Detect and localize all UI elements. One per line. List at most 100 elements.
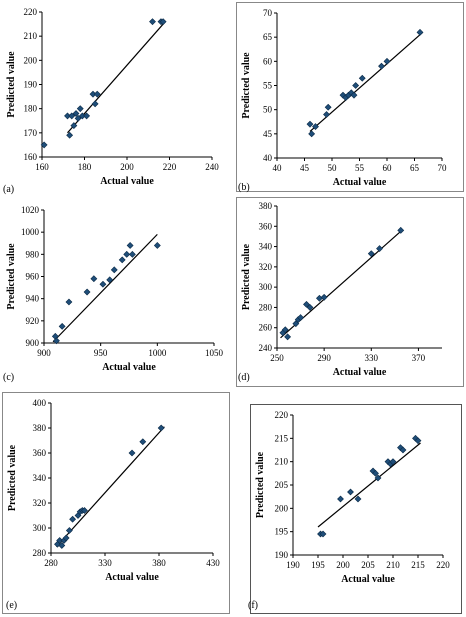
x-axis-title-a: Actual value: [100, 176, 154, 187]
x-axis-title-b: Actual value: [333, 177, 387, 188]
y-axis-title-d: Predicted value: [241, 243, 252, 310]
y-tick-label-b: 60: [263, 56, 273, 66]
data-point-b: [323, 111, 330, 118]
x-tick-label-a: 200: [120, 162, 134, 172]
y-tick-label-b: 45: [263, 129, 273, 139]
data-point-c: [53, 337, 60, 345]
y-tick-label-d: 380: [259, 201, 273, 211]
x-tick-label-b: 70: [438, 163, 448, 173]
y-tick-label-c: 1020: [21, 205, 40, 215]
data-point-a: [83, 112, 91, 120]
x-tick-label-b: 45: [300, 163, 310, 173]
scatter-chart-c: 900 950 1000 1050 900 920 940 960 980 1000 1020 Act…: [6, 205, 224, 373]
y-axis-title-f: Predicted value: [255, 451, 266, 518]
chart-panel-f: 190 195 200 205 210 215 220 190 195 200 205 210 215 2…: [250, 404, 462, 614]
data-point-d: [281, 326, 289, 334]
data-point-b: [312, 123, 319, 131]
data-point-f: [337, 495, 344, 503]
scatter-chart-e: 280 330 380 430 280 300 320 340 360 380 400 Actual …: [7, 398, 220, 583]
data-point-f: [319, 530, 327, 538]
x-tick-label-c: 1050: [205, 348, 224, 358]
data-point-a: [149, 18, 156, 26]
y-tick-label-d: 360: [259, 221, 273, 231]
x-tick-label-c: 1000: [148, 348, 167, 358]
data-point-c: [106, 276, 114, 284]
y-tick-label-a: 220: [24, 7, 38, 17]
x-tick-label-e: 380: [152, 558, 166, 568]
y-tick-label-e: 400: [33, 398, 47, 408]
y-tick-label-c: 980: [26, 249, 40, 259]
data-point-c: [65, 298, 73, 306]
y-tick-label-a: 170: [24, 128, 38, 138]
y-tick-label-f: 200: [275, 503, 289, 513]
y-tick-label-c: 960: [26, 272, 40, 282]
data-point-a: [93, 90, 101, 98]
scatter-chart-f: 190 195 200 205 210 215 220 190 195 200 205 210 215 2…: [255, 410, 450, 585]
data-point-c: [118, 256, 126, 264]
panel-label-a: (a): [3, 184, 15, 195]
data-point-f: [372, 469, 379, 477]
data-point-a: [40, 141, 48, 149]
data-point-d: [297, 314, 304, 321]
y-tick-label-e: 380: [33, 423, 47, 433]
x-tick-label-a: 240: [205, 162, 219, 172]
data-point-f: [389, 458, 397, 466]
y-tick-label-f: 215: [275, 433, 289, 443]
data-point-b: [378, 62, 385, 70]
y-tick-label-a: 190: [24, 80, 38, 90]
x-tick-label-b: 65: [410, 163, 420, 173]
data-point-e: [81, 507, 88, 514]
data-point-d: [303, 300, 310, 308]
panel-label-c: (c): [3, 372, 15, 383]
data-point-e: [139, 438, 147, 446]
data-point-d: [284, 333, 292, 341]
panel-label-d: (d): [238, 372, 250, 383]
y-tick-label-d: 320: [259, 262, 273, 272]
data-point-a: [68, 112, 76, 120]
y-tick-label-c: 1000: [21, 227, 40, 237]
x-tick-label-c: 950: [94, 348, 108, 358]
x-tick-label-a: 160: [35, 162, 49, 172]
data-point-a: [76, 105, 84, 113]
data-point-b: [352, 82, 360, 89]
x-tick-label-e: 430: [206, 558, 220, 568]
x-tick-label-f: 195: [311, 560, 325, 570]
data-point-b: [383, 57, 391, 65]
data-point-b: [324, 103, 332, 111]
y-tick-label-a: 160: [24, 152, 38, 162]
y-axis-title-e: Predicted value: [7, 444, 18, 511]
y-tick-label-c: 940: [26, 294, 40, 304]
data-point-a: [66, 131, 74, 139]
x-tick-label-b: 60: [383, 163, 393, 173]
data-point-c: [99, 280, 107, 288]
data-point-b: [416, 28, 424, 36]
data-point-a: [91, 100, 99, 108]
data-point-c: [153, 242, 161, 249]
x-tick-label-d: 330: [365, 353, 379, 363]
y-tick-label-b: 50: [263, 105, 273, 115]
y-tick-label-f: 190: [275, 550, 289, 560]
y-tick-label-c: 920: [26, 316, 40, 326]
y-tick-label-f: 195: [275, 527, 289, 537]
y-tick-label-e: 300: [33, 523, 47, 533]
data-point-f: [374, 474, 382, 482]
y-tick-label-d: 300: [259, 282, 273, 292]
data-point-e: [128, 449, 136, 457]
data-point-c: [90, 275, 98, 283]
scatter-chart-d: 250 290 330 370 240 260 280 300 320 340 360 380 Actu…: [241, 201, 442, 378]
y-tick-label-c: 900: [26, 338, 40, 348]
data-point-f: [354, 495, 362, 503]
x-tick-label-b: 50: [328, 163, 338, 173]
data-point-c: [83, 288, 91, 296]
data-point-c: [128, 250, 136, 258]
x-tick-label-f: 210: [386, 560, 400, 570]
x-tick-label-c: 900: [37, 348, 51, 358]
data-point-a: [74, 114, 82, 122]
data-point-c: [123, 250, 131, 258]
data-point-d: [397, 226, 405, 234]
y-tick-label-f: 205: [275, 480, 289, 490]
data-point-f: [399, 446, 407, 454]
data-point-c: [110, 266, 118, 274]
x-tick-label-b: 55: [355, 163, 365, 173]
x-tick-label-f: 200: [336, 560, 350, 570]
